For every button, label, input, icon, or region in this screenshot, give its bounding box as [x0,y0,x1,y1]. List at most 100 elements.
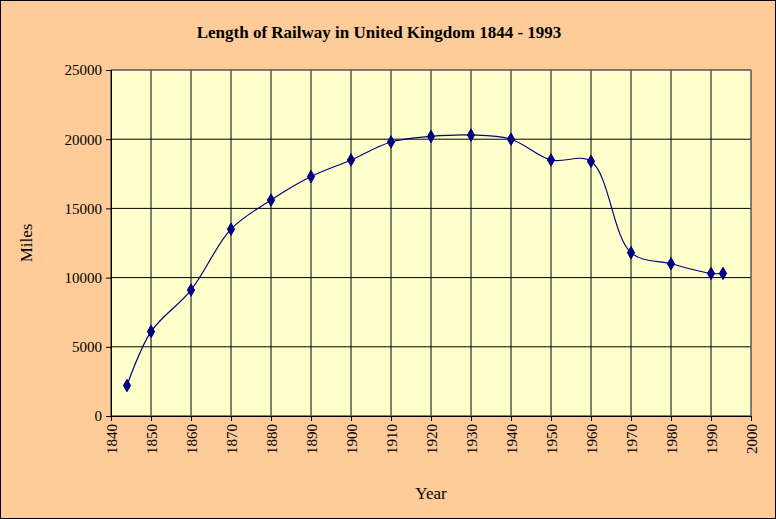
grid-line [111,277,751,278]
tick-mark [311,416,312,421]
tick-mark [106,416,111,417]
data-point [227,223,234,235]
tick-label: 1950 [544,424,560,454]
tick-mark [471,416,472,421]
tick-mark [106,208,111,209]
grid [111,70,751,416]
grid-line [151,70,152,416]
tick: 20000 [65,132,112,148]
tick-label: 1970 [624,424,640,454]
tick: 0 [95,408,112,424]
tick: 1900 [344,416,360,454]
tick-mark [106,347,111,348]
tick: 1850 [144,416,160,454]
tick: 1860 [184,416,200,454]
tick-label: 1920 [424,424,440,454]
tick-label: 1940 [504,424,520,454]
tick-mark [551,416,552,421]
data-point [123,379,130,391]
grid-line [231,70,232,416]
tick: 1960 [584,416,600,454]
tick-mark [711,416,712,421]
tick-label: 1980 [664,424,680,454]
grid-line [391,70,392,416]
data-point [627,246,634,258]
tick-label: 1870 [224,424,240,454]
data-point [587,155,594,167]
tick-label: 1850 [144,424,160,454]
tick: 1930 [464,416,480,454]
grid-line [551,70,552,416]
tick-label: 1890 [304,424,320,454]
data-point [719,267,726,279]
tick-label: 25000 [65,62,103,78]
tick-mark [391,416,392,421]
tick: 5000 [72,339,111,355]
tick-mark [271,416,272,421]
axis-line [106,71,112,417]
grid-line [271,70,272,416]
grid-line [471,70,472,416]
series [123,129,726,392]
tick-mark [351,416,352,421]
grid-line [351,70,352,416]
data-point [707,267,714,279]
tick-mark [106,139,111,140]
tick: 15000 [65,201,112,217]
data-point [547,154,554,166]
tick: 1890 [304,416,320,454]
grid-line [111,208,751,209]
tick: 1870 [224,416,240,454]
data-point [387,136,394,148]
tick-label: 15000 [65,201,103,217]
tick-mark [106,70,111,71]
grid-line [311,70,312,416]
tick: 1980 [664,416,680,454]
tick-mark [751,416,752,421]
tick-mark [231,416,232,421]
tick: 1970 [624,416,640,454]
tick-label: 1960 [584,424,600,454]
tick-mark [671,416,672,421]
y-axis-title: Miles [17,224,36,263]
data-point [347,154,354,166]
tick-label: 20000 [65,132,103,148]
chart: 1840 1850 1860 1870 1880 1890 1900 1910 1920 1930… [0,0,776,519]
tick-label: 0 [95,408,103,424]
tick-label: 1930 [464,424,480,454]
grid-line [191,70,192,416]
tick-label: 1900 [344,424,360,454]
y-axis: 0 5000 10000 15000 20000 25000 [65,62,112,424]
tick-label: 1990 [704,424,720,454]
tick-label: 1860 [184,424,200,454]
data-point [427,130,434,142]
series-line [127,135,723,386]
tick: 2000 [744,416,760,454]
chart-title: Length of Railway in United Kingdom 1844… [197,23,562,42]
chart-background [1,1,776,519]
tick-mark [151,416,152,421]
plot-frame [111,70,751,416]
tick-label: 1880 [264,424,280,454]
tick-mark [191,416,192,421]
grid-line [671,70,672,416]
grid-line [111,346,751,347]
grid-line [591,70,592,416]
data-point [667,258,674,270]
grid-line [431,70,432,416]
x-axis: 1840 1850 1860 1870 1880 1890 1900 1910 1920 1930… [104,416,760,454]
data-point [467,129,474,141]
tick-mark [511,416,512,421]
data-point [187,284,194,296]
data-point [147,325,154,337]
tick-label: 1840 [104,424,120,454]
tick-mark [631,416,632,421]
tick: 1880 [264,416,280,454]
tick: 1940 [504,416,520,454]
grid-line [511,70,512,416]
tick: 1950 [544,416,560,454]
data-point [267,194,274,206]
tick: 1910 [384,416,400,454]
tick-label: 10000 [65,270,103,286]
data-point [507,133,514,145]
